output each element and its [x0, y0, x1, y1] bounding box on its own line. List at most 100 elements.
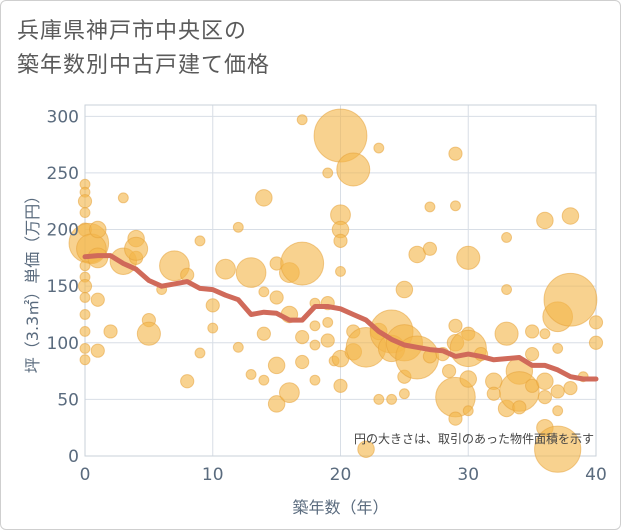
bubble-point [258, 286, 270, 298]
bubble-point [552, 405, 564, 417]
bubble-point [539, 328, 551, 340]
chart-title: 兵庫県神戸市中央区の 築年数別中古戸建て価格 [17, 19, 271, 78]
bubble-point [441, 363, 457, 379]
bubble-point [79, 326, 91, 337]
bubble-point [235, 257, 267, 288]
bubble-point [424, 201, 436, 213]
bubble-point [563, 380, 578, 396]
bubble-point [245, 369, 257, 380]
bubble-layer [68, 108, 604, 473]
bubble-point [79, 260, 91, 272]
bubble-point [422, 241, 438, 256]
x-tick-labels: 0 10 20 30 40 [80, 465, 607, 485]
bubble-point [561, 207, 580, 225]
bubble-point [267, 356, 286, 375]
bubble-point [79, 207, 91, 219]
bubble-point [194, 235, 206, 247]
bubble-point [386, 393, 398, 405]
y-tick-label: 150 [47, 277, 79, 297]
bubble-size-note: 円の大きさは、取引のあった物件面積を示す [354, 431, 594, 446]
bubble-point [77, 194, 93, 209]
y-tick-label: 250 [47, 164, 79, 184]
bubble-point [395, 280, 414, 299]
bubble-point [255, 189, 273, 207]
bubble-point [525, 324, 540, 339]
bubble-point [550, 384, 565, 399]
y-tick-label: 50 [57, 390, 79, 410]
bubble-point [450, 200, 461, 212]
y-tick-label: 0 [68, 447, 79, 467]
bubble-point [335, 265, 346, 277]
bubble-point [588, 315, 604, 330]
bubble-point [456, 245, 481, 270]
bubble-point [207, 322, 219, 334]
bubble-point [136, 321, 161, 346]
bubble-point [398, 388, 410, 400]
bubble-point [336, 152, 371, 187]
y-tick-label: 300 [47, 107, 79, 127]
x-tick-label: 10 [202, 465, 224, 485]
bubble-point [280, 241, 325, 286]
trend-line [82, 253, 599, 382]
bubble-point [448, 146, 463, 161]
bubble-point [373, 393, 385, 405]
bubble-point [536, 372, 554, 391]
bubble-point [89, 220, 107, 239]
x-tick-label: 30 [457, 465, 479, 485]
bubble-point [486, 386, 501, 401]
bubble-point [215, 258, 236, 280]
y-tick-labels: 0 50 100 150 200 250 300 [47, 107, 79, 467]
bubble-point [408, 245, 426, 264]
bubble-point [279, 382, 300, 403]
x-tick-label: 40 [585, 465, 607, 485]
bubble-point [501, 232, 513, 243]
bubble-point [309, 374, 321, 386]
bubble-point [269, 290, 284, 305]
bubble-point [309, 320, 321, 332]
bubble-point [103, 324, 118, 339]
bubble-point [512, 400, 527, 415]
bubble-point [543, 272, 598, 327]
bubble-point [79, 309, 91, 320]
bubble-point [448, 318, 463, 333]
bubble-point [124, 236, 149, 261]
x-tick-label: 0 [80, 465, 91, 485]
bubble-point [296, 114, 308, 126]
bubble-point [322, 167, 334, 179]
bubble-point [462, 405, 474, 417]
bubble-point [79, 292, 91, 303]
bubble-point [77, 279, 93, 294]
y-axis-label: 坪（3.3㎡）単価（万円） [23, 188, 42, 373]
bubble-point [459, 370, 477, 388]
bubble-point [537, 390, 553, 405]
bubble-point [79, 354, 91, 366]
bubble-point [258, 374, 270, 386]
x-axis-label: 築年数（年） [292, 498, 388, 517]
bubble-point [333, 233, 348, 248]
bubble-point [194, 347, 206, 359]
bubble-point [373, 142, 385, 154]
bubble-point [267, 395, 286, 413]
bubble-point [295, 330, 310, 345]
bubble-point [90, 343, 105, 358]
bubble-point [320, 333, 335, 348]
bubble-point [309, 339, 321, 351]
bubble-point [117, 192, 129, 204]
bubble-point [79, 342, 91, 354]
bubble-point [180, 374, 195, 389]
bubble-point [501, 284, 513, 296]
bubble-point [90, 292, 105, 307]
bubble-point [295, 354, 310, 370]
bubble-point [322, 316, 334, 328]
bubble-point [552, 342, 564, 354]
bubble-point [536, 211, 554, 230]
bubble-point [448, 411, 463, 426]
bubble-point [525, 346, 540, 362]
bubble-point [534, 425, 582, 473]
bubble-point [588, 335, 604, 350]
bubble-point [357, 440, 375, 458]
bubble-point [256, 326, 271, 341]
y-tick-label: 200 [47, 221, 79, 241]
bubble-point [333, 378, 348, 393]
